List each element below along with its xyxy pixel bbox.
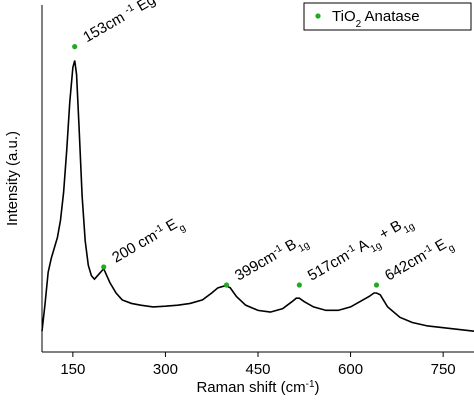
text-part: 517cm — [305, 247, 352, 284]
text-part: g — [446, 242, 456, 254]
peak-label: 200 cm-1 Eg — [109, 212, 187, 270]
x-tick-label: 750 — [431, 361, 456, 378]
x-tick-label: 150 — [60, 361, 85, 378]
peak-label: 399cm-1 B1g — [232, 230, 312, 289]
x-axis-label: Raman shift (cm-1) — [196, 379, 319, 397]
text-part: 1g — [368, 240, 383, 255]
peak-marker — [72, 44, 78, 50]
text-part: TiO — [332, 8, 356, 25]
y-axis-label: Intensity (a.u.) — [4, 131, 21, 226]
peak-marker — [223, 282, 230, 288]
text-part: 399cm — [232, 247, 279, 284]
text-part: Eg — [131, 0, 159, 17]
text-part: Anatase — [361, 8, 419, 25]
text-part: 2 — [356, 19, 362, 30]
x-tick-label: 450 — [245, 361, 270, 378]
text-part: 642cm — [382, 247, 429, 284]
peak-label: 642cm-1 Eg — [382, 232, 457, 288]
peak-marker — [296, 282, 302, 288]
peak-marker — [373, 282, 380, 288]
text-part: 200 cm — [109, 227, 160, 266]
peak-label: 153cm -1 Eg — [80, 0, 159, 46]
x-tick-label: 600 — [338, 361, 363, 378]
text-part: 1g — [401, 221, 416, 236]
text-part: -1 — [306, 379, 315, 390]
legend-label: TiO2 Anatase — [332, 8, 420, 30]
text-part: 1g — [296, 239, 311, 254]
text-part: 153cm — [80, 7, 131, 46]
text-part: Raman shift (cm — [196, 379, 305, 396]
legend-box — [303, 2, 472, 31]
legend-marker — [315, 13, 321, 19]
text-part: Intensity (a.u.) — [4, 131, 21, 226]
x-tick-label: 300 — [153, 361, 178, 378]
text-part: ) — [315, 379, 320, 396]
text-part: g — [177, 222, 187, 234]
spectrum-line — [41, 60, 474, 332]
peak-marker — [101, 264, 107, 270]
